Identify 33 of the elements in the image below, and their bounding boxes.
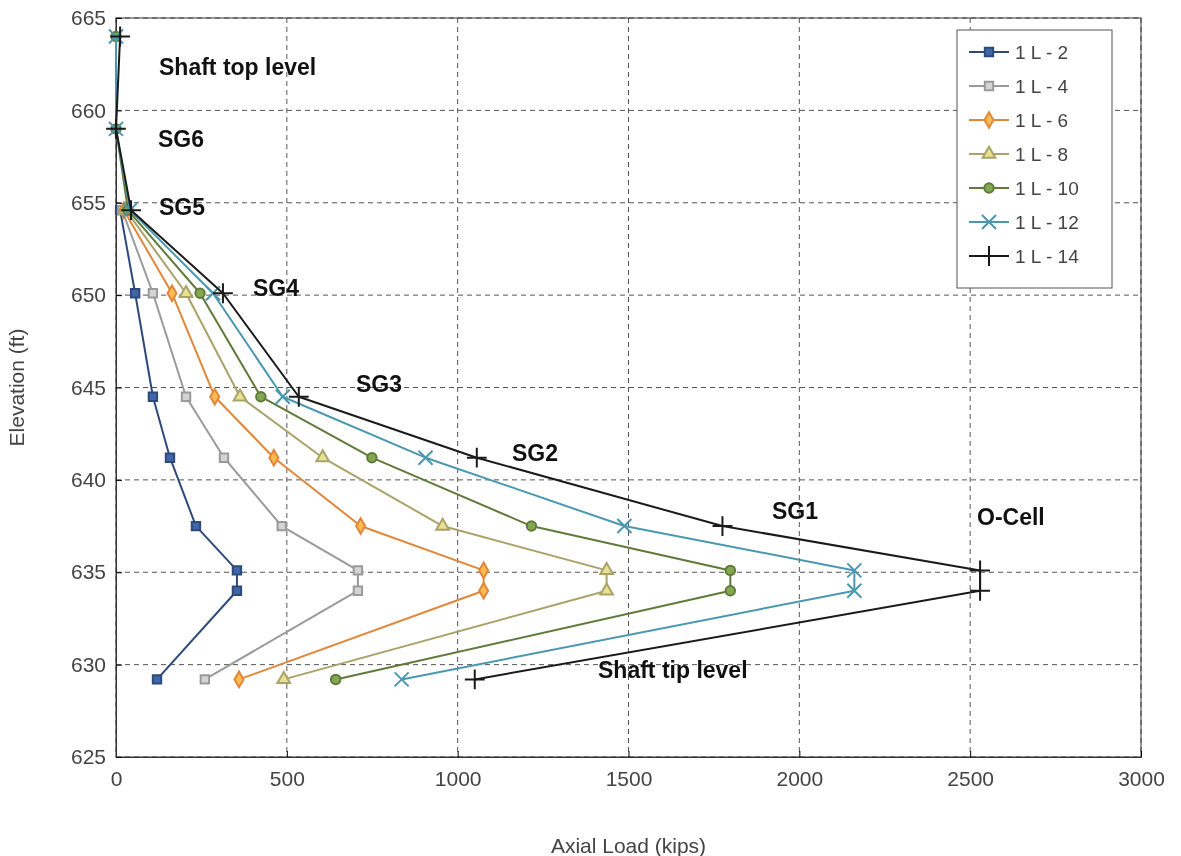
legend-label: 1 L - 8: [1015, 143, 1069, 165]
x-tick-label: 1000: [434, 766, 482, 790]
legend-label: 1 L - 12: [1015, 211, 1079, 233]
annotation: Shaft tip level: [598, 657, 748, 684]
legend-label: 1 L - 14: [1015, 245, 1080, 267]
legend-label: 1 L - 10: [1015, 177, 1079, 199]
x-tick-label: 1500: [605, 766, 653, 790]
x-tick-label: 2500: [947, 766, 995, 790]
annotation: SG4: [253, 275, 300, 302]
annotation: SG2: [512, 440, 559, 467]
y-tick-label: 665: [70, 6, 106, 30]
legend-label: 1 L - 6: [1015, 109, 1069, 131]
y-tick-label: 650: [70, 283, 106, 307]
annotation: SG5: [159, 194, 206, 221]
legend-label: 1 L - 2: [1015, 41, 1069, 63]
y-tick-label: 640: [70, 468, 106, 492]
annotation: SG6: [158, 126, 205, 153]
annotation: O-Cell: [977, 504, 1045, 531]
y-tick-label: 625: [70, 745, 106, 769]
y-tick-label: 645: [70, 375, 106, 399]
x-tick-label: 0: [110, 766, 123, 790]
annotation: SG3: [356, 371, 403, 398]
x-tick-label: 2000: [776, 766, 824, 790]
legend-label: 1 L - 4: [1015, 75, 1069, 97]
y-axis-title: Elevation (ft): [5, 328, 28, 447]
annotation: Shaft top level: [159, 54, 317, 81]
x-tick-label: 3000: [1118, 766, 1165, 790]
annotation: SG1: [772, 498, 819, 525]
y-tick-label: 655: [70, 190, 106, 214]
y-tick-label: 630: [70, 652, 106, 676]
x-tick-label: 500: [269, 766, 305, 790]
y-tick-label: 660: [70, 98, 106, 122]
y-tick-label: 635: [70, 560, 106, 584]
